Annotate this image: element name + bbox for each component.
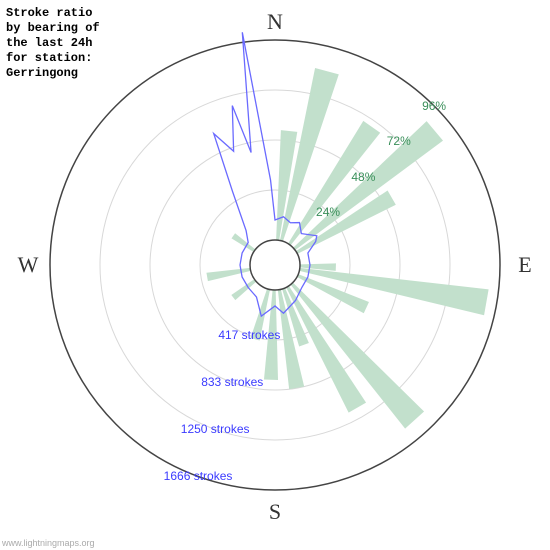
compass-label-n: N: [267, 9, 283, 35]
stroke-count-label: 417 strokes: [218, 328, 280, 342]
pct-label: 96%: [422, 99, 446, 113]
compass-label-w: W: [18, 252, 39, 278]
attribution-text: www.lightningmaps.org: [2, 538, 95, 548]
polar-chart: [0, 0, 550, 550]
compass-label-e: E: [518, 252, 531, 278]
polar-svg: [0, 0, 550, 550]
stroke-count-label: 833 strokes: [201, 375, 263, 389]
pct-label: 72%: [387, 134, 411, 148]
pct-label: 48%: [351, 170, 375, 184]
compass-label-s: S: [269, 499, 281, 525]
stroke-count-label: 1250 strokes: [181, 422, 250, 436]
pct-label: 24%: [316, 205, 340, 219]
chart-title: Stroke ratio by bearing of the last 24h …: [6, 6, 100, 81]
stroke-count-label: 1666 strokes: [164, 469, 233, 483]
